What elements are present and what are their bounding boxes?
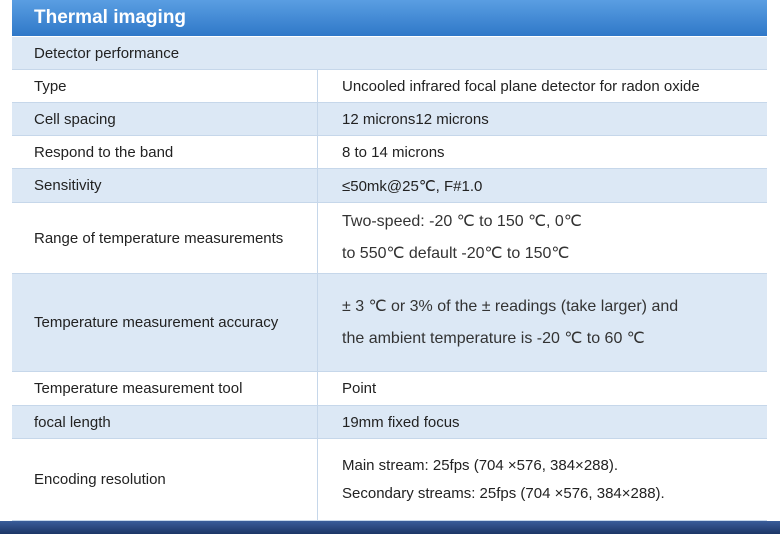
column-divider: [317, 103, 318, 135]
row-label: Sensitivity: [34, 177, 102, 194]
row-value: Main stream: 25fps (704 ×576, 384×288). S…: [342, 439, 665, 520]
column-divider: [317, 203, 318, 273]
column-divider: [317, 439, 318, 520]
column-divider: [317, 169, 318, 202]
column-divider: [317, 70, 318, 102]
row-label: Type: [34, 77, 67, 95]
value-line: 19mm fixed focus: [342, 413, 460, 431]
row-label: Respond to the band: [34, 143, 174, 161]
table-row: Type Uncooled infrared focal plane detect…: [12, 70, 767, 103]
column-divider: [317, 372, 318, 405]
row-value: Two-speed: -20 ℃ to 150 ℃, 0℃ to 550℃ def…: [342, 203, 582, 273]
value-line: 12 microns12 microns: [342, 110, 489, 128]
value-line: 8 to 14 microns: [342, 143, 445, 161]
table-row: Cell spacing 12 microns12 microns: [12, 103, 767, 136]
column-divider: [317, 136, 318, 168]
value-line: ± 3 ℃ or 3% of the ± readings (take larg…: [342, 297, 679, 315]
row-value: 12 microns12 microns: [342, 103, 489, 135]
value-line: to 550℃ default -20℃ to 150℃: [342, 245, 570, 262]
value-line: ≤50mk@25℃, F#1.0: [342, 177, 483, 195]
value-line: Two-speed: -20 ℃ to 150 ℃, 0℃: [342, 213, 582, 230]
row-value: ≤50mk@25℃, F#1.0: [342, 169, 482, 202]
table-row: focal length 19mm fixed focus: [12, 406, 767, 439]
column-divider: [317, 274, 318, 371]
table-row: Encoding resolution Main stream: 25fps (7…: [12, 439, 767, 521]
table-row: Temperature measurement tool Point: [12, 372, 767, 406]
row-label: Range of temperature measurements: [34, 229, 284, 247]
section-label: Detector performance: [34, 44, 180, 62]
row-label: Temperature measurement tool: [34, 380, 243, 397]
value-line: Main stream: 25fps (704 ×576, 384×288).: [342, 456, 619, 474]
table-row: Range of temperature measurements Two-spe…: [12, 203, 767, 274]
footer-bar: [0, 521, 780, 534]
header-title: Thermal imaging: [12, 0, 767, 36]
table-row: Temperature measurement accuracy ± 3 ℃ or…: [12, 274, 767, 372]
section-row: Detector performance: [12, 37, 767, 70]
table-row: Sensitivity ≤50mk@25℃, F#1.0: [12, 169, 767, 203]
value-line: the ambient temperature is -20 ℃ to 60 ℃: [342, 329, 645, 347]
row-label: Temperature measurement accuracy: [34, 314, 279, 331]
value-line: Secondary streams: 25fps (704 ×576, 384×…: [342, 484, 665, 502]
row-label: focal length: [34, 413, 111, 431]
row-value: Uncooled infrared focal plane detector f…: [342, 70, 700, 102]
row-value: 19mm fixed focus: [342, 406, 460, 438]
table-row: Respond to the band 8 to 14 microns: [12, 136, 767, 169]
row-value: ± 3 ℃ or 3% of the ± readings (take larg…: [342, 274, 678, 371]
row-label: Cell spacing: [34, 110, 116, 128]
row-label: Encoding resolution: [34, 471, 166, 488]
value-line: Point: [342, 380, 377, 397]
row-value: Point: [342, 372, 376, 405]
column-divider: [317, 406, 318, 438]
value-line: Uncooled infrared focal plane detector f…: [342, 77, 700, 95]
row-value: 8 to 14 microns: [342, 136, 445, 168]
